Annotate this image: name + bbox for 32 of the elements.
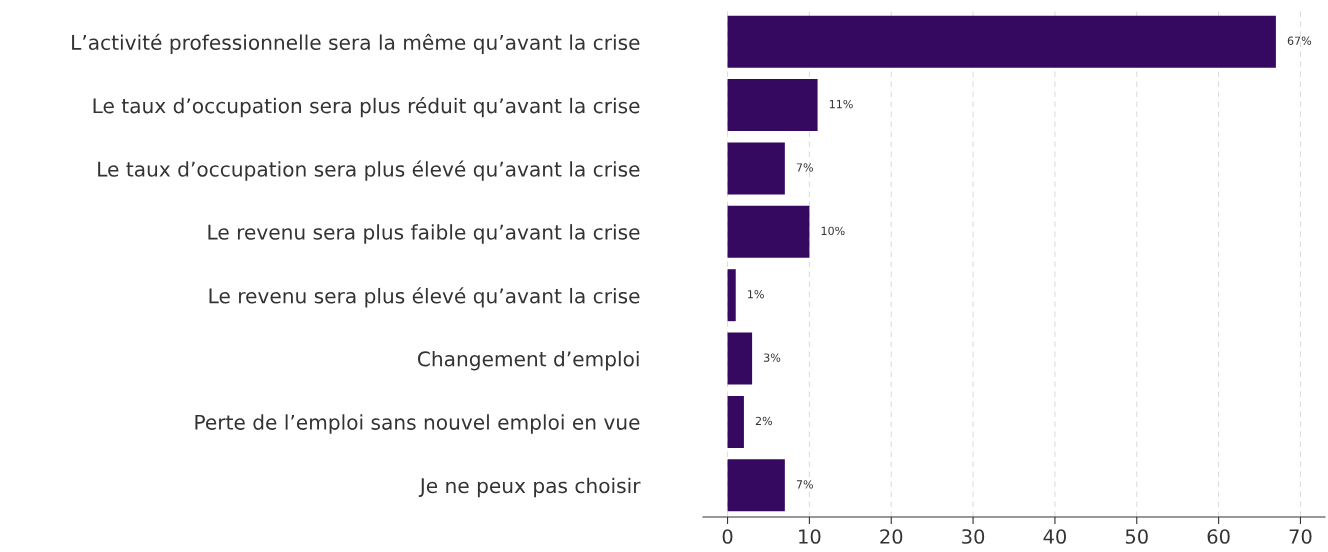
y-tick-label: Le taux d’occupation sera plus réduit qu’avant la crise [93, 97, 640, 118]
x-tick-label: 10 [799, 529, 821, 544]
y-tick-label: Changement d’emploi [417, 350, 639, 371]
y-tick-label: L’activité professionnelle sera la même qu’avant la crise [72, 33, 640, 54]
data-label: 7% [796, 163, 813, 172]
y-tick-label: Le revenu sera plus élevé qu’avant la crise [209, 287, 640, 308]
x-tick-label: 60 [1207, 529, 1230, 544]
data-label: 2% [755, 416, 773, 426]
bar [727, 395, 744, 448]
bar [727, 459, 785, 512]
x-tick-label: 20 [880, 529, 903, 544]
x-tick-label: 40 [1043, 529, 1066, 544]
bar [727, 79, 818, 132]
bar [727, 269, 736, 322]
y-tick-label: Le revenu sera plus faible qu’avant la crise [208, 224, 640, 244]
bar [727, 15, 1276, 68]
x-tick-label: 50 [1125, 529, 1148, 544]
x-tick-label: 70 [1289, 529, 1312, 544]
y-tick-label: Perte de l’emploi sans nouvel emploi en vue [195, 414, 640, 434]
data-label: 10% [821, 226, 845, 236]
data-label: 7% [796, 480, 813, 489]
bar [727, 142, 785, 195]
data-label: 67% [1287, 36, 1312, 45]
data-label: 3% [764, 353, 781, 362]
bar [727, 205, 810, 258]
data-label: 11% [829, 99, 853, 109]
x-tick-label: 30 [962, 529, 985, 544]
data-label: 1% [748, 290, 764, 299]
y-tick-label: Je ne peux pas choisir [418, 477, 641, 498]
bar [727, 332, 753, 385]
y-tick-label: Le taux d’occupation sera plus élevé qu’avant la crise [98, 160, 640, 181]
x-tick-label: 0 [722, 529, 733, 544]
